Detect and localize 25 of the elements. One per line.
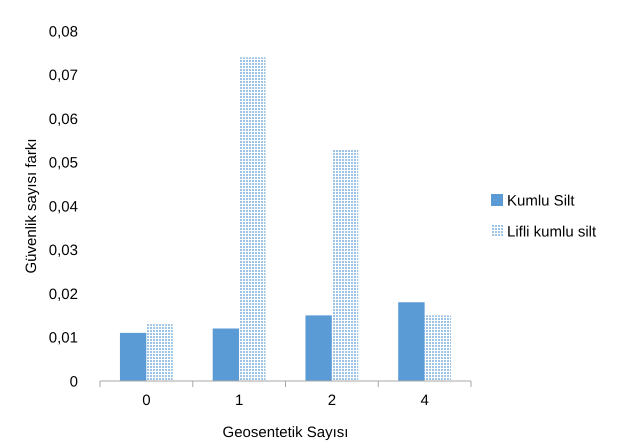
y-axis-title: Güvenlik sayısı farkı [23, 138, 40, 274]
y-tick-label: 0,04 [48, 198, 78, 216]
bar [239, 57, 266, 381]
bar [305, 315, 332, 381]
y-tick-label: 0,05 [48, 154, 78, 172]
bar [424, 315, 452, 381]
y-tick-label: 0,08 [48, 23, 78, 40]
bar [146, 324, 173, 381]
y-tick-label: 0,06 [48, 110, 78, 128]
x-axis-title: Geosentetik Sayısı [222, 424, 348, 441]
legend-label: Kumlu Silt [507, 192, 576, 210]
y-tick-label: 0,02 [48, 286, 78, 303]
x-tick-label: 1 [234, 392, 244, 409]
bar [332, 149, 358, 381]
bar [120, 332, 146, 381]
bar [398, 302, 425, 381]
x-tick-label: 4 [420, 392, 429, 409]
y-tick-label: 0,03 [48, 242, 78, 259]
legend-label: Lifli kumlu silt [507, 223, 598, 240]
y-tick-label: 0,07 [48, 67, 78, 84]
x-tick-label: 0 [142, 392, 151, 409]
y-tick-label: 0,01 [48, 330, 78, 346]
x-tick-label: 2 [328, 392, 336, 409]
y-tick-label: 0 [70, 373, 78, 390]
bar [212, 328, 240, 381]
